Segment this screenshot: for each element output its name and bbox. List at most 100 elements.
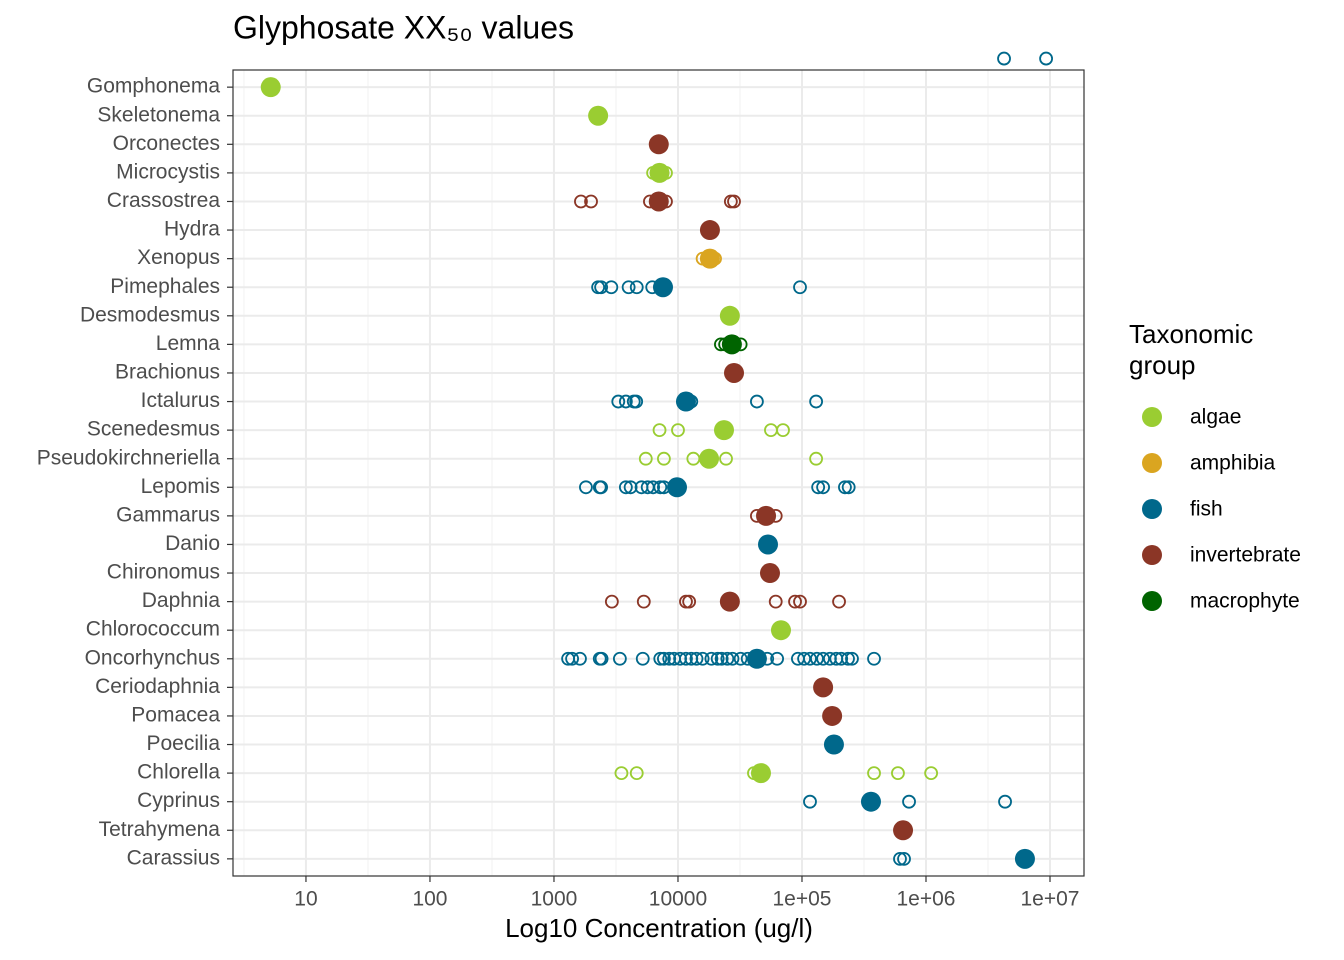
open-point — [838, 480, 852, 495]
y-tick-label: Orconectes — [113, 132, 220, 155]
open-point — [845, 651, 859, 666]
summary-point — [1014, 848, 1035, 869]
summary-point — [746, 648, 767, 669]
summary-point — [759, 563, 780, 584]
open-point — [809, 451, 824, 466]
summary-point — [675, 391, 696, 412]
open-point — [629, 766, 644, 781]
open-point — [793, 280, 807, 295]
x-tick-label: 1e+05 — [772, 888, 831, 911]
x-axis-title: Log10 Concentration (ug/l) — [505, 913, 813, 943]
y-tick-label: Oncorhynchus — [85, 646, 220, 669]
summary-point — [648, 134, 669, 155]
y-tick-label: Carassius — [127, 846, 220, 869]
legend-swatch — [1142, 591, 1162, 611]
summary-point — [699, 448, 720, 469]
summary-point — [667, 477, 688, 498]
open-point — [635, 651, 650, 666]
open-point — [657, 451, 671, 466]
x-tick-label: 1e+06 — [897, 888, 956, 911]
open-point — [841, 480, 856, 495]
y-tick-label: Xenopus — [137, 246, 220, 269]
open-point — [671, 423, 685, 438]
open-point — [584, 194, 598, 209]
open-point — [811, 480, 826, 495]
legend-swatch — [1142, 453, 1162, 473]
summary-point — [649, 162, 670, 183]
open-point — [897, 851, 911, 866]
y-tick-label: Cyprinus — [137, 789, 220, 812]
open-point — [604, 280, 619, 295]
x-tick-label: 1000 — [531, 888, 578, 911]
summary-point — [699, 220, 720, 241]
open-point — [636, 594, 651, 609]
open-point — [618, 394, 633, 409]
open-point — [867, 651, 881, 666]
open-point — [719, 451, 733, 466]
open-point — [1039, 51, 1053, 66]
legend-label: macrophyte — [1190, 590, 1300, 613]
y-tick-label: Skeletonema — [97, 103, 220, 126]
legend-label: invertebrate — [1190, 544, 1301, 567]
summary-point — [724, 362, 745, 383]
open-point — [594, 480, 609, 495]
open-point — [776, 423, 790, 438]
summary-point — [721, 334, 742, 355]
y-tick-label: Chlorococcum — [86, 618, 220, 641]
y-tick-label: Tetrahymena — [99, 818, 221, 841]
y-tick-label: Pomacea — [131, 703, 220, 726]
legend-swatch — [1142, 499, 1162, 519]
open-point — [727, 194, 741, 209]
open-point — [803, 651, 817, 666]
y-tick-label: Poecilia — [146, 732, 220, 755]
summary-point — [758, 534, 779, 555]
summary-point — [770, 620, 791, 641]
legend-label: amphibia — [1190, 452, 1276, 475]
y-tick-label: Gammarus — [116, 503, 220, 526]
open-point — [816, 651, 831, 666]
chart-title: Glyphosate XX₅₀ values — [233, 9, 574, 45]
open-point — [612, 651, 627, 666]
open-point — [653, 651, 668, 666]
open-point — [998, 794, 1012, 809]
open-point — [614, 766, 629, 781]
summary-point — [699, 248, 720, 269]
open-point — [893, 851, 907, 866]
open-point — [646, 480, 660, 495]
y-tick-label: Scenedesmus — [87, 418, 220, 441]
open-point — [891, 766, 905, 781]
open-point — [695, 651, 710, 666]
open-point — [803, 794, 817, 809]
summary-point — [813, 677, 834, 698]
open-point — [623, 480, 638, 495]
open-point — [725, 651, 740, 666]
y-tick-label: Gomphonema — [87, 75, 220, 98]
y-tick-label: Ictalurus — [141, 389, 220, 412]
legend-label: algae — [1190, 406, 1241, 429]
open-point — [714, 651, 729, 666]
open-point — [924, 766, 939, 781]
axes: 10 100 1000 10000 1e+05 1e+06 1e+07 Gomphonema S… — [37, 75, 1080, 911]
open-point — [689, 651, 704, 666]
open-point — [638, 451, 653, 466]
y-tick-label: Desmodesmus — [80, 303, 220, 326]
open-point — [657, 651, 671, 666]
summary-point — [893, 820, 914, 841]
open-point — [788, 594, 802, 609]
open-point — [997, 51, 1011, 66]
summary-point — [719, 305, 740, 326]
summary-point — [719, 591, 740, 612]
plot-border — [232, 69, 1085, 877]
y-tick-label: Pseudokirchneriella — [37, 446, 221, 469]
summary-point — [860, 791, 881, 812]
y-tick-label: Pimephales — [110, 275, 220, 298]
open-point — [810, 651, 824, 666]
open-point — [682, 594, 697, 609]
open-point — [733, 651, 748, 666]
open-point — [573, 651, 587, 666]
x-tick-label: 10 — [294, 888, 317, 911]
open-point — [720, 651, 735, 666]
open-point — [816, 480, 831, 495]
y-tick-label: Daphnia — [142, 589, 221, 612]
